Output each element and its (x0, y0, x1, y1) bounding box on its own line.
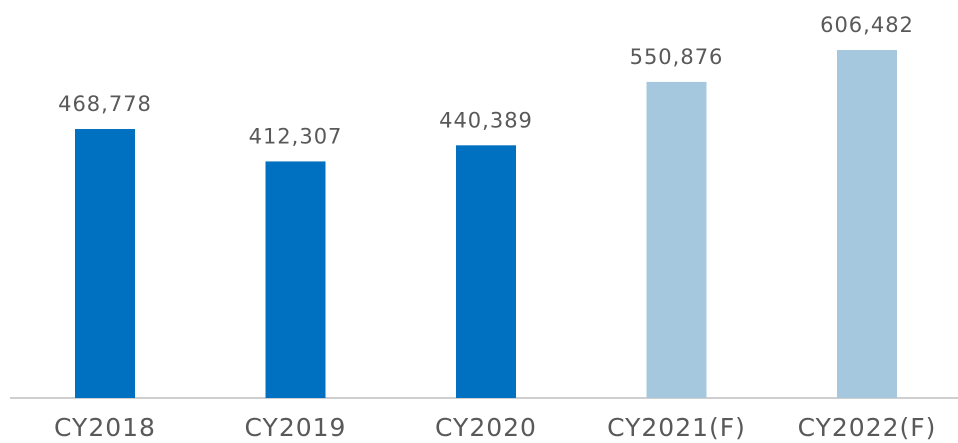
x-tick-label: CY2020 (435, 413, 537, 442)
bar (456, 145, 516, 398)
x-tick-label: CY2019 (245, 413, 347, 442)
value-label: 440,389 (439, 108, 533, 132)
bar (75, 129, 135, 398)
value-label: 550,876 (630, 45, 724, 69)
x-tick-label: CY2022(F) (798, 413, 937, 442)
bar (837, 50, 897, 398)
value-label: 412,307 (249, 124, 343, 148)
x-tick-label: CY2021(F) (607, 413, 746, 442)
bar (265, 161, 326, 398)
value-label: 468,778 (58, 92, 152, 116)
x-tick-label: CY2018 (54, 413, 156, 442)
bar (646, 81, 707, 398)
value-label: 606,482 (820, 13, 914, 37)
